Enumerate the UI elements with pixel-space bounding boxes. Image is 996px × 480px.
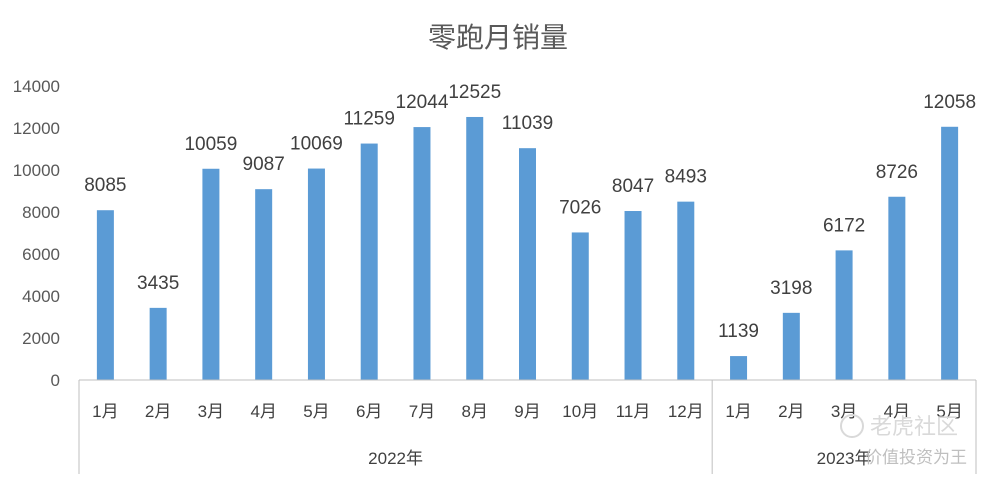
data-label: 9087: [243, 154, 285, 175]
y-tick-label: 8000: [22, 203, 60, 222]
bar: [835, 250, 853, 380]
bar: [96, 210, 114, 380]
bar: [202, 168, 220, 380]
x-tick-label: 2月: [778, 402, 804, 421]
x-tick-label: 11月: [616, 402, 651, 421]
x-group-label: 2023年: [817, 449, 872, 468]
y-tick-label: 0: [51, 371, 60, 390]
y-tick-label: 10000: [13, 161, 60, 180]
bar: [360, 143, 378, 380]
bar: [730, 356, 748, 380]
data-label: 12044: [396, 92, 449, 113]
x-tick-label: 5月: [936, 402, 962, 421]
data-label: 12058: [923, 92, 976, 113]
data-label: 8047: [612, 176, 654, 197]
watermark-logo-text: 老虎社区: [870, 414, 958, 439]
x-group-label: 2022年: [368, 449, 423, 468]
data-label: 8493: [665, 167, 707, 188]
bar: [941, 126, 959, 380]
watermark: 老虎社区 价值投资为王: [840, 414, 967, 467]
x-tick-label: 3月: [831, 402, 857, 421]
bar: [782, 312, 800, 380]
y-tick-label: 6000: [22, 245, 60, 264]
y-tick-label: 14000: [13, 77, 60, 96]
bar: [519, 148, 536, 380]
data-label: 11259: [343, 109, 394, 130]
data-label: 7026: [559, 197, 601, 218]
data-label: 10059: [184, 134, 237, 155]
bar: [571, 232, 589, 380]
x-tick-label: 10月: [562, 402, 598, 421]
y-tick-label: 2000: [22, 329, 60, 348]
x-tick-label: 6月: [356, 402, 382, 421]
x-tick-label: 1月: [92, 402, 118, 421]
data-label: 11039: [502, 113, 553, 134]
bar: [677, 201, 695, 380]
x-tick-label: 2月: [145, 402, 171, 421]
y-axis: 0 2000 4000 6000 8000 10000 12000 14000: [13, 77, 60, 390]
y-tick-label: 12000: [13, 119, 60, 138]
bar: [624, 211, 642, 380]
x-tick-label: 9月: [514, 402, 540, 421]
x-tick-label: 4月: [884, 402, 910, 421]
data-label: 3435: [137, 273, 179, 294]
x-axis: 1月 2月 3月 4月 5月 6月 7月 8月 9月 10月 11月 12月 1月 2月 3月 4月 5月 202…: [78, 379, 977, 474]
x-tick-label: 4月: [250, 402, 276, 421]
x-tick-label: 5月: [303, 402, 329, 421]
data-label: 10069: [290, 134, 343, 155]
x-tick-label: 12月: [668, 402, 704, 421]
bars: [96, 116, 959, 381]
data-label: 8726: [876, 162, 918, 183]
tiger-logo-icon: [840, 414, 864, 438]
data-label: 8085: [84, 175, 126, 196]
watermark-sub-text: 价值投资为王: [865, 448, 967, 467]
data-label: 6172: [823, 215, 865, 236]
bar: [255, 189, 273, 380]
x-tick-label: 3月: [198, 402, 224, 421]
data-label: 1139: [718, 321, 759, 342]
y-tick-label: 4000: [22, 287, 60, 306]
chart-title: 零跑月销量: [428, 22, 568, 53]
data-label: 3198: [770, 278, 812, 299]
data-label: 12525: [448, 82, 501, 103]
x-tick-label: 8月: [462, 402, 488, 421]
x-tick-label: 7月: [409, 402, 435, 421]
bar: [888, 196, 906, 380]
bar: [149, 307, 167, 380]
bar: [466, 116, 484, 380]
x-tick-label: 1月: [725, 402, 751, 421]
bar: [307, 168, 325, 380]
bar: [413, 127, 431, 381]
